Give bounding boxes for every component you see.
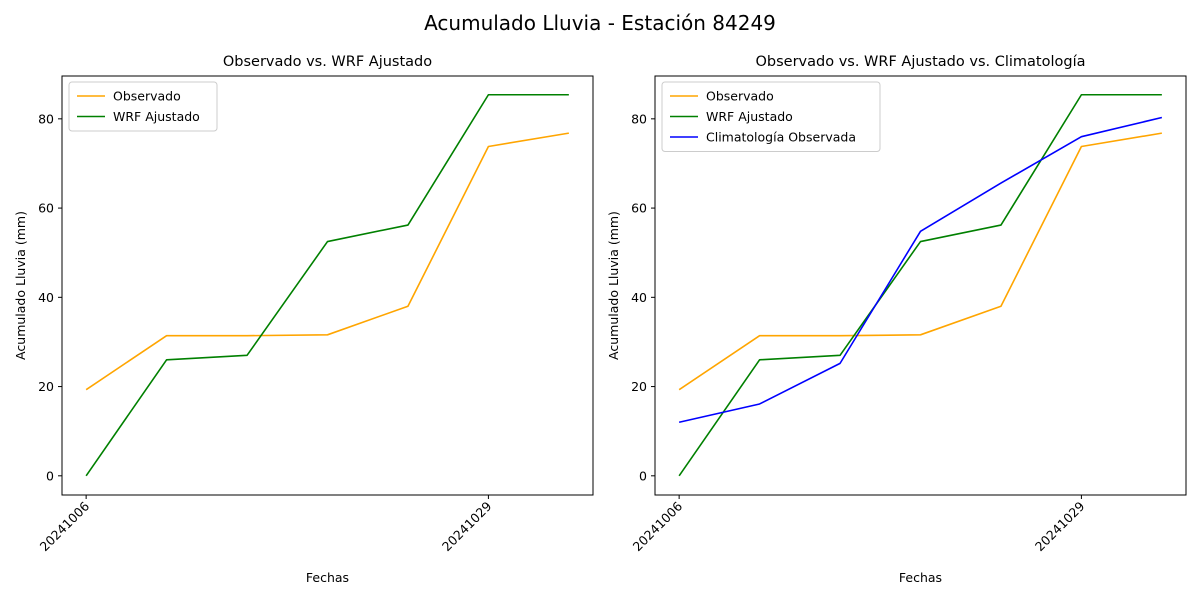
- series-line-wrf-ajustado: [85, 93, 569, 477]
- legend-label: Observado: [113, 89, 181, 104]
- y-tick-label: 0: [639, 468, 647, 483]
- legend-label: WRF Ajustado: [706, 109, 793, 124]
- x-axis-label: Fechas: [899, 570, 942, 585]
- axes-frame: [654, 75, 1187, 496]
- series-line-climatologia-observada: [678, 116, 1163, 424]
- series-line-observado: [85, 132, 569, 391]
- y-tick-label: 80: [38, 111, 54, 126]
- legend: Observado WRF Ajustado: [68, 81, 218, 132]
- y-axis-label: Acumulado Lluvia (mm): [13, 211, 28, 360]
- legend-label: Observado: [706, 89, 774, 104]
- series-line-observado: [678, 132, 1162, 391]
- chart-title: Observado vs. WRF Ajustado: [223, 54, 432, 70]
- legend-box: [661, 81, 881, 152]
- legend-label: WRF Ajustado: [113, 109, 200, 124]
- figure-suptitle: Acumulado Lluvia - Estación 84249: [424, 11, 776, 35]
- y-tick-label: 20: [38, 379, 54, 394]
- series-line-wrf-ajustado: [678, 93, 1162, 477]
- legend: Observado WRF Ajustado Climatología Observ…: [661, 81, 881, 152]
- x-axis-label: Fechas: [306, 570, 349, 585]
- legend-label: Climatología Observada: [706, 130, 856, 145]
- chart-title: Observado vs. WRF Ajustado vs. Climatolo…: [756, 54, 1086, 70]
- axes-frame: [61, 75, 594, 496]
- y-axis-label: Acumulado Lluvia (mm): [606, 211, 621, 360]
- y-tick-label: 80: [631, 111, 647, 126]
- y-tick-label: 60: [38, 201, 54, 216]
- y-tick-label: 60: [631, 201, 647, 216]
- legend-box: [68, 81, 218, 132]
- y-tick-label: 40: [631, 290, 647, 305]
- y-tick-label: 20: [631, 379, 647, 394]
- y-tick-label: 40: [38, 290, 54, 305]
- y-tick-label: 0: [46, 468, 54, 483]
